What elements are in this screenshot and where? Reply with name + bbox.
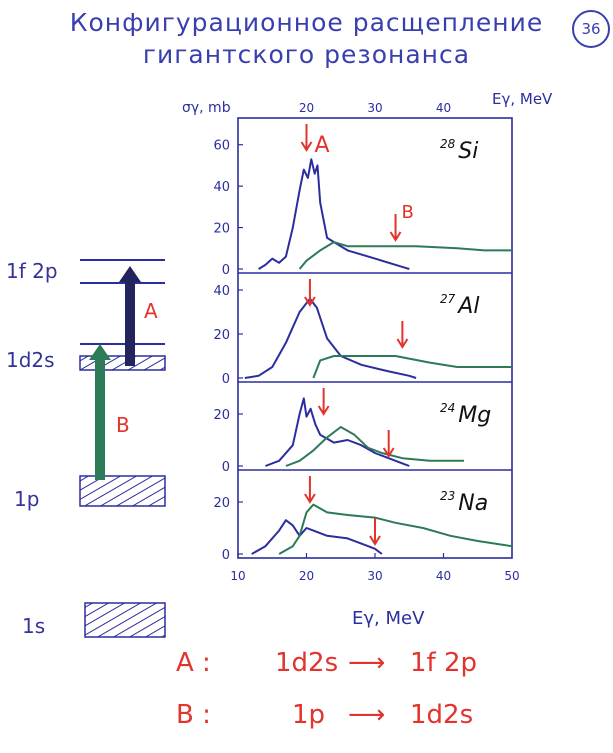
legend-b-from: 1p	[292, 700, 326, 730]
level-f2p-label: 1f 2p	[6, 259, 58, 283]
resonance-arrow-head	[369, 535, 381, 546]
transition-b-label: B	[116, 413, 130, 437]
y-tick-label: 0	[222, 263, 230, 278]
nucleus-label: 27 Al	[440, 292, 479, 319]
blue-series-line	[265, 397, 410, 467]
resonance-arrow-head	[382, 447, 395, 458]
x-tick-bottom-label: 50	[504, 569, 519, 583]
y-tick-label: 20	[213, 328, 230, 343]
blue-series-line	[258, 158, 410, 270]
level-diagram: A B	[79, 259, 166, 638]
green-series-line	[285, 426, 464, 467]
y-tick-label: 0	[222, 548, 230, 563]
green-series-line	[278, 503, 513, 555]
resonance-arrow-head	[300, 141, 313, 152]
x-tick-bottom-label: 30	[367, 569, 382, 583]
y-tick-label: 0	[222, 372, 230, 387]
y-tick-label: 20	[213, 408, 230, 423]
transition-b-arrow-head	[89, 344, 111, 360]
transition-a-arrow-head	[119, 266, 141, 282]
y-tick-label: 20	[213, 222, 230, 237]
legend-b-label: B :	[176, 700, 211, 730]
x-tick-bottom-label: 10	[230, 569, 245, 583]
transition-a-arrow-shaft	[125, 280, 135, 366]
nucleus-label: 23 Na	[440, 489, 488, 516]
x-tick-bottom-label: 20	[299, 569, 314, 583]
y-tick-label: 40	[213, 180, 230, 195]
legend-a: A : 1d2s ⟶ 1f 2p	[0, 648, 613, 684]
green-series-line	[312, 355, 512, 379]
legend-a-label: A :	[176, 648, 211, 678]
y-tick-label: 40	[213, 284, 230, 299]
x-tick-bottom-label: 40	[436, 569, 451, 583]
level-s-label: 1s	[22, 614, 46, 638]
resonance-arrow-head	[389, 231, 402, 242]
level-p-hatch	[79, 475, 166, 507]
green-series-line	[298, 241, 512, 270]
y-axis-label: σγ, mb	[182, 100, 231, 116]
level-p-label: 1p	[14, 487, 40, 511]
title-line-1: Конфигурационное расщепление	[69, 8, 544, 37]
x-tick-top-label: 20	[299, 101, 314, 115]
nucleus-label: 24 Mg	[440, 401, 491, 428]
level-d2s-label: 1d2s	[6, 348, 55, 372]
x-tick-top-label: 30	[367, 101, 382, 115]
legend-a-arrow-icon: ⟶	[348, 648, 386, 678]
x-tick-top-label: 40	[436, 101, 451, 115]
resonance-arrow-head	[317, 405, 330, 416]
y-tick-label: 60	[213, 139, 230, 154]
peak-label-a: A	[315, 133, 330, 158]
blue-series-line	[251, 519, 383, 555]
title-line-2: гигантского резонанса	[142, 40, 471, 69]
transition-b-arrow-shaft	[95, 358, 105, 480]
resonance-arrow-head	[304, 493, 316, 504]
legend-a-from: 1d2s	[275, 648, 339, 678]
peak-label-b: B	[402, 202, 414, 223]
level-s-hatch	[84, 602, 166, 638]
nucleus-label: 28 Si	[440, 137, 478, 164]
legend-b: B : 1p ⟶ 1d2s	[0, 700, 613, 736]
cross-section-chart: σγ, mb Eγ, MeV 20 30 40 10 20 30 40 50 Eγ, MeV 60 40…	[182, 90, 553, 629]
resonance-arrow-head	[396, 338, 409, 349]
blue-series-line	[244, 297, 417, 379]
page-number: 36	[572, 10, 610, 48]
resonance-arrow-head	[304, 296, 316, 307]
y-tick-label: 0	[222, 460, 230, 475]
x-axis-label-top: Eγ, MeV	[492, 90, 553, 108]
transition-a-label: A	[144, 299, 158, 323]
x-axis-label-bottom: Eγ, MeV	[352, 608, 425, 629]
y-tick-label: 20	[213, 496, 230, 511]
legend-a-to: 1f 2p	[410, 648, 478, 678]
legend-b-arrow-icon: ⟶	[348, 700, 386, 730]
legend-b-to: 1d2s	[410, 700, 474, 730]
